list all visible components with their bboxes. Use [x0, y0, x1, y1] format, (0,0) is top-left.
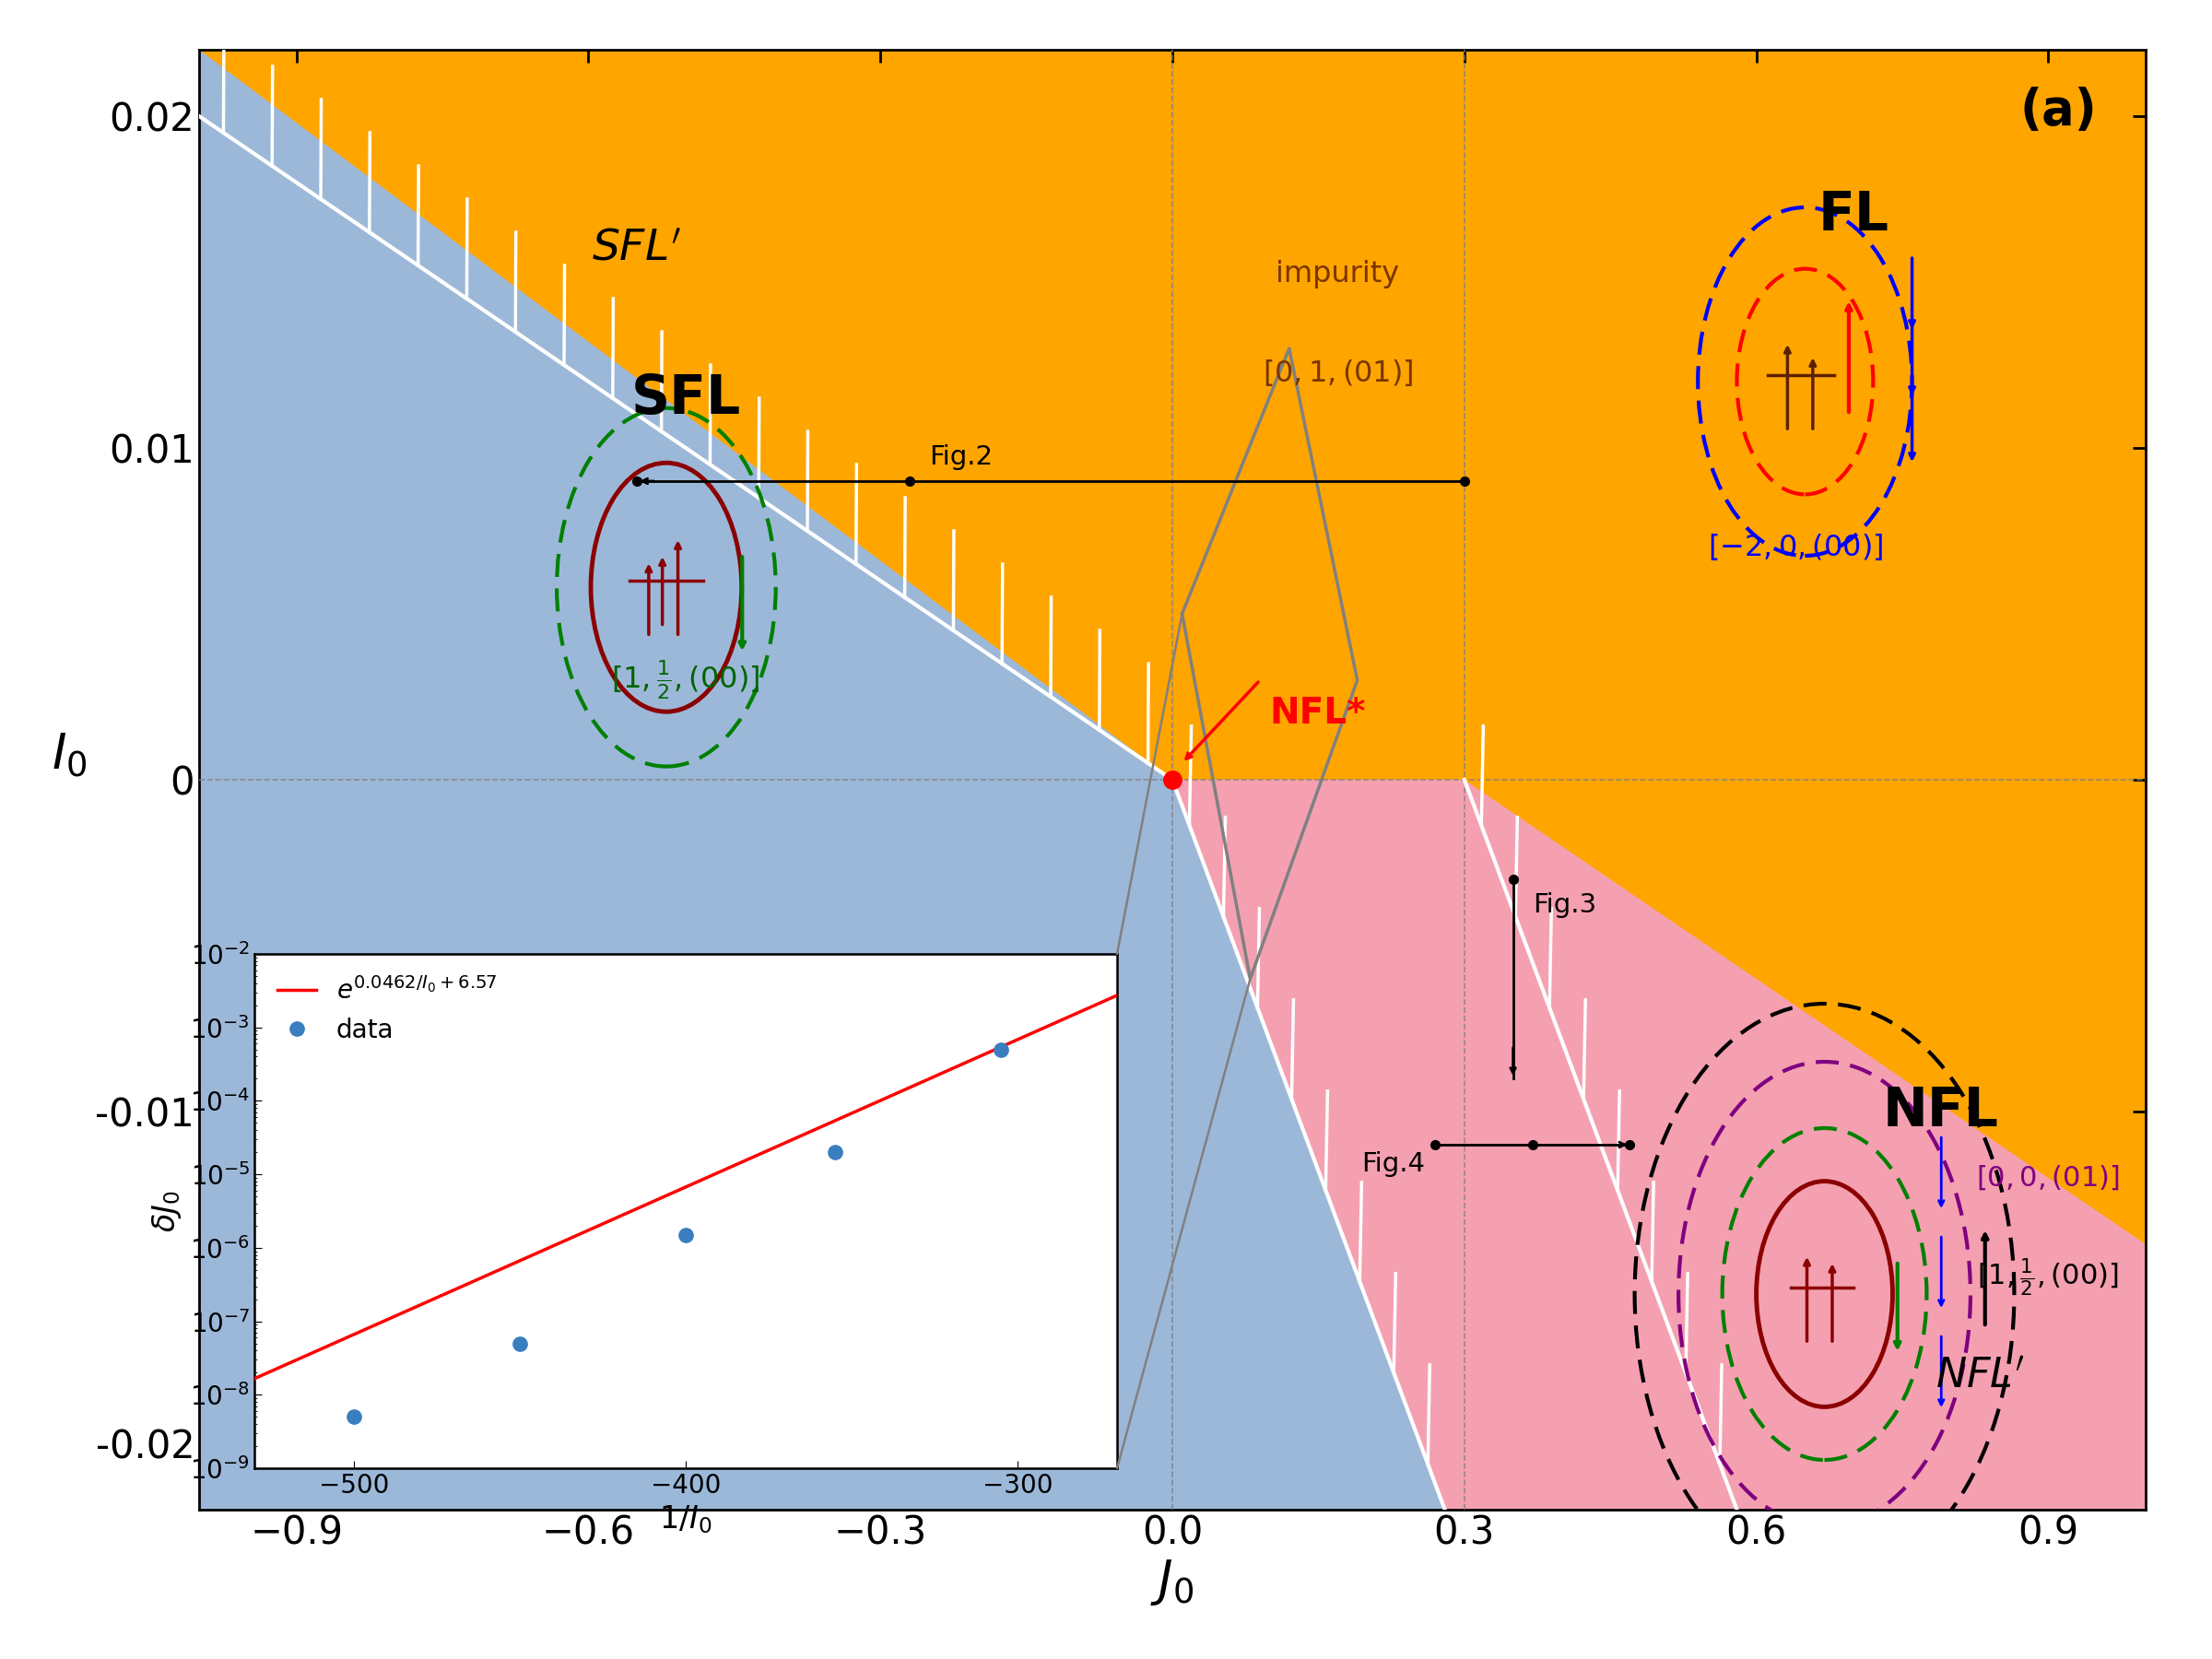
- $e^{0.0462/I_0+6.57}$: [969, 1045, 995, 1065]
- Text: FL: FL: [1818, 189, 1889, 242]
- Polygon shape: [199, 50, 1444, 1510]
- Text: NFL*: NFL*: [1270, 695, 1365, 732]
- Text: impurity: impurity: [1276, 260, 1400, 289]
- Text: Fig.2: Fig.2: [929, 445, 993, 469]
- $e^{0.0462/I_0+6.57}$: [241, 1369, 268, 1389]
- Y-axis label: $\delta J_0$: $\delta J_0$: [150, 1190, 184, 1233]
- Text: $[1,\frac{1}{2},(00)]$: $[1,\frac{1}{2},(00)]$: [611, 659, 761, 702]
- Text: $\mathit{NFL'}$: $\mathit{NFL'}$: [1936, 1357, 2024, 1397]
- Polygon shape: [1172, 780, 2146, 1510]
- Line: data: data: [347, 1042, 1009, 1423]
- $e^{0.0462/I_0+6.57}$: [243, 1367, 270, 1387]
- Line: $e^{0.0462/I_0+6.57}$: $e^{0.0462/I_0+6.57}$: [254, 995, 1117, 1379]
- Text: Fig.4: Fig.4: [1363, 1151, 1425, 1176]
- Text: SFL: SFL: [630, 372, 741, 425]
- data: [823, 1143, 849, 1163]
- $e^{0.0462/I_0+6.57}$: [754, 1140, 781, 1160]
- data: [987, 1040, 1013, 1060]
- $e^{0.0462/I_0+6.57}$: [752, 1141, 779, 1161]
- data: [672, 1224, 699, 1244]
- data: [341, 1407, 367, 1427]
- Text: $[0,0,(01)]$: $[0,0,(01)]$: [1978, 1163, 2119, 1193]
- X-axis label: $J_0$: $J_0$: [1150, 1558, 1194, 1608]
- $e^{0.0462/I_0+6.57}$: [1104, 985, 1130, 1005]
- data: [507, 1334, 533, 1354]
- Text: $[1,\frac{1}{2},(00)]$: $[1,\frac{1}{2},(00)]$: [1978, 1256, 2119, 1299]
- Text: NFL: NFL: [1882, 1085, 2000, 1138]
- $e^{0.0462/I_0+6.57}$: [770, 1135, 796, 1155]
- Text: $[-2,0,(00)]$: $[-2,0,(00)]$: [1708, 533, 1882, 562]
- Text: $[0,1,(01)]$: $[0,1,(01)]$: [1263, 358, 1413, 388]
- Legend: $e^{0.0462/I_0+6.57}$, data: $e^{0.0462/I_0+6.57}$, data: [268, 967, 507, 1053]
- X-axis label: $1/I_0$: $1/I_0$: [659, 1503, 712, 1536]
- Y-axis label: $I_0$: $I_0$: [51, 732, 88, 780]
- Text: Fig.3: Fig.3: [1533, 893, 1597, 917]
- Text: $\mathit{SFL'}$: $\mathit{SFL'}$: [593, 227, 681, 269]
- Text: (a): (a): [2020, 86, 2097, 134]
- $e^{0.0462/I_0+6.57}$: [1022, 1022, 1048, 1042]
